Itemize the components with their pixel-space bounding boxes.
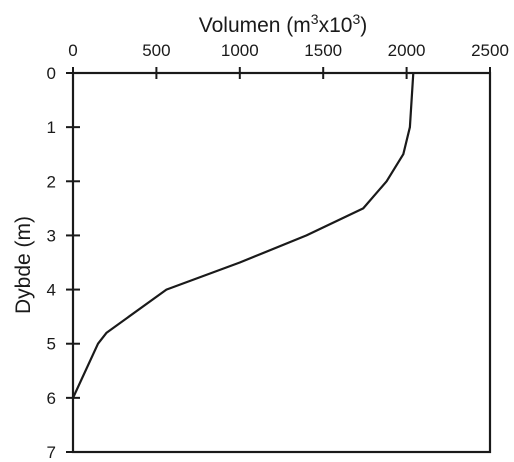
data-point xyxy=(402,153,405,156)
data-point xyxy=(362,207,365,210)
data-point xyxy=(97,342,99,345)
y-tick-label: 2 xyxy=(47,172,56,191)
y-tick-label: 7 xyxy=(47,443,56,462)
data-point xyxy=(385,180,388,183)
data-point xyxy=(305,234,308,237)
x-tick-label: 2500 xyxy=(471,41,509,60)
x-tick-label: 1500 xyxy=(304,41,342,60)
x-axis-title: Volumen (m3x103) xyxy=(199,11,368,37)
plot-frame xyxy=(71,71,492,454)
volume-depth-line xyxy=(72,72,415,399)
data-point xyxy=(72,397,74,399)
y-tick-label: 3 xyxy=(47,226,56,245)
x-tick-label: 2000 xyxy=(388,41,426,60)
x-tick-label: 1000 xyxy=(221,41,259,60)
data-point xyxy=(412,72,415,74)
y-tick-label: 6 xyxy=(47,389,56,408)
y-tick-label: 0 xyxy=(47,64,56,83)
y-tick-label: 4 xyxy=(47,281,56,300)
x-tick-label: 500 xyxy=(142,41,170,60)
y-tick-label: 5 xyxy=(47,335,56,354)
x-tick-label: 0 xyxy=(68,41,77,60)
y-axis-title: Dybde (m) xyxy=(12,216,35,314)
data-point xyxy=(165,288,168,291)
data-point xyxy=(239,261,241,264)
data-point xyxy=(105,332,108,334)
y-tick-label: 1 xyxy=(47,118,56,137)
data-point xyxy=(409,126,411,128)
